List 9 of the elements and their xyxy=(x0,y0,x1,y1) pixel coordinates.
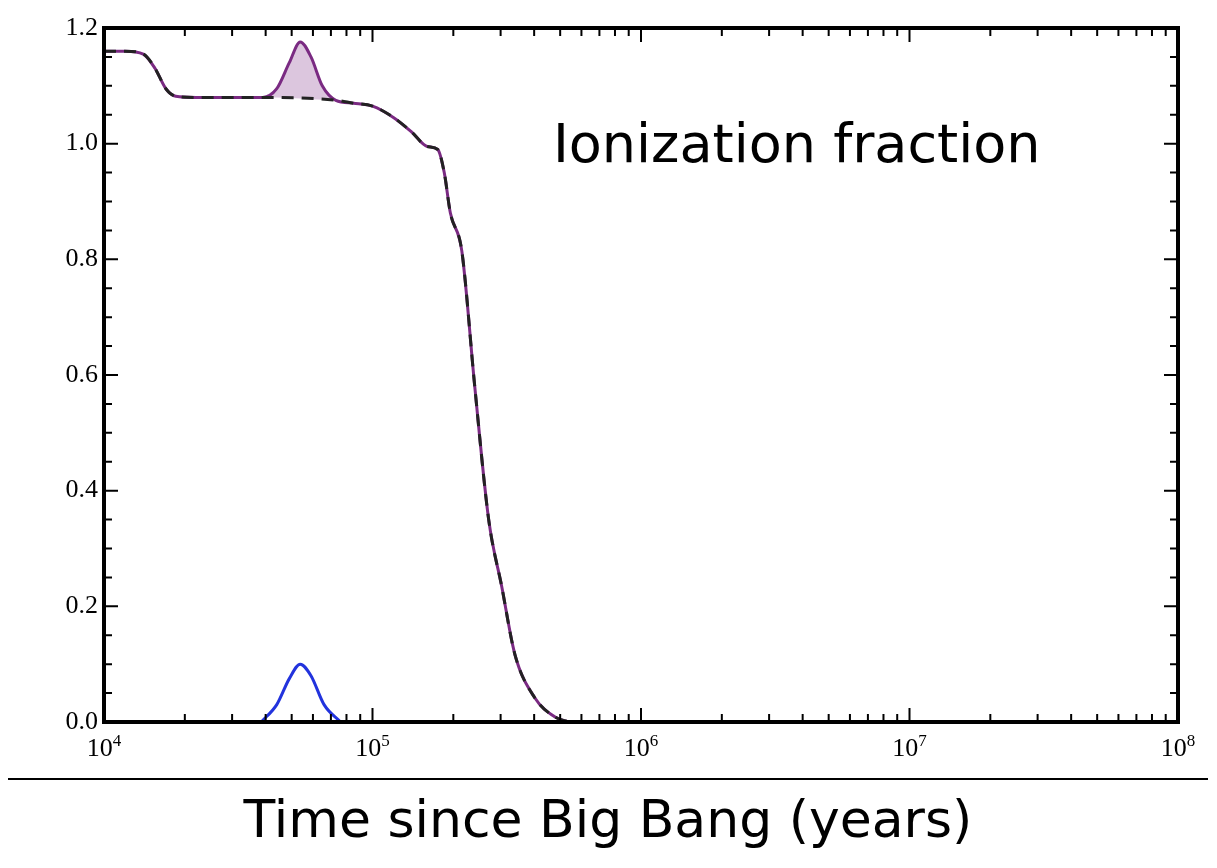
y-tick-label: 0.4 xyxy=(65,474,98,504)
y-tick-label: 1.2 xyxy=(65,11,98,41)
y-tick-label: 0.8 xyxy=(65,243,98,273)
x-axis-title: Time since Big Bang (years) xyxy=(242,788,974,851)
text: Ionization fraction xyxy=(552,112,1041,176)
y-tick-label: 0.2 xyxy=(65,590,98,620)
y-tick-label: 0.6 xyxy=(65,358,98,388)
y-tick-label: 1.0 xyxy=(65,127,98,157)
y-tick-label: 0.0 xyxy=(65,705,98,735)
